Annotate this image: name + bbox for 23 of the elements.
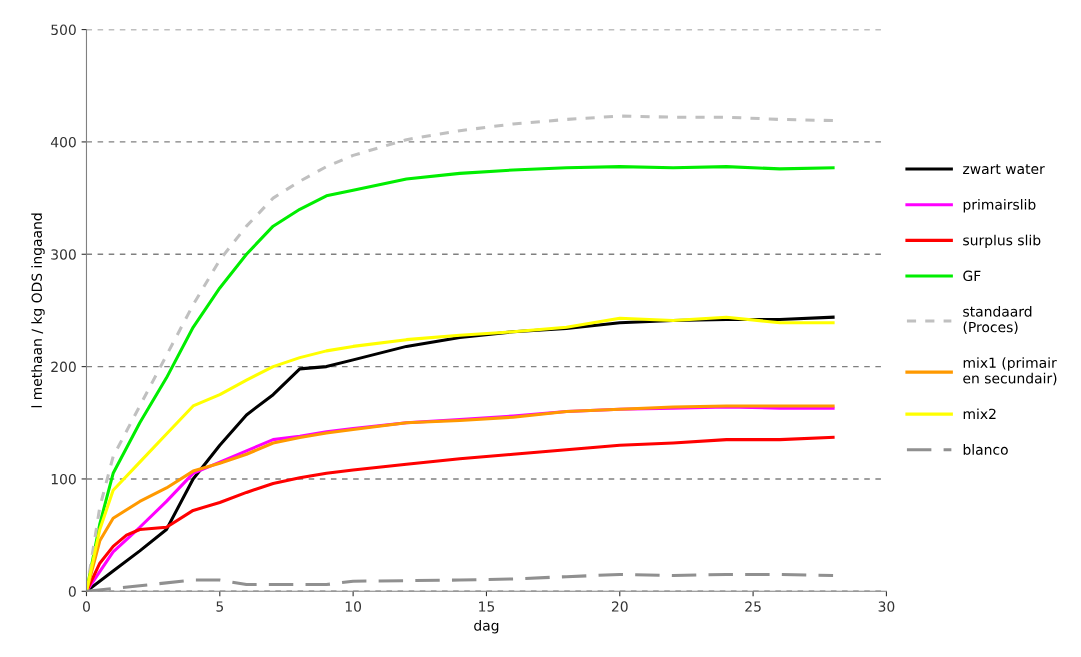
x-tick-label: 0 — [82, 601, 90, 612]
legend-label: mix1 (primair en secundair) — [963, 357, 1057, 386]
x-tick-label: 15 — [479, 601, 495, 612]
x-tick-label: 30 — [878, 601, 895, 612]
legend-label: mix2 — [963, 408, 996, 419]
y-tick-label: 200 — [51, 361, 76, 373]
y-tick-label: 400 — [50, 136, 76, 148]
legend-label: standaard (Proces) — [963, 305, 1032, 334]
y-axis-title: l methaan / kg ODS ingaand — [31, 213, 45, 408]
legend-label: GF — [963, 270, 981, 282]
legend-label: surplus slib — [963, 234, 1041, 249]
x-tick-label: 20 — [611, 601, 628, 612]
x-axis-title: dag — [474, 620, 499, 634]
y-tick-label: 500 — [51, 24, 76, 36]
x-tick-label: 25 — [745, 601, 761, 612]
x-tick-label: 10 — [345, 601, 362, 612]
x-tick-label: 5 — [216, 601, 224, 612]
y-tick-label: 0 — [68, 586, 76, 597]
legend-label: primairslib — [963, 199, 1036, 213]
legend-label: zwart water — [963, 164, 1045, 175]
y-tick-label: 100 — [51, 473, 76, 485]
y-tick-label: 300 — [51, 249, 76, 260]
legend-label: blanco — [963, 444, 1008, 455]
